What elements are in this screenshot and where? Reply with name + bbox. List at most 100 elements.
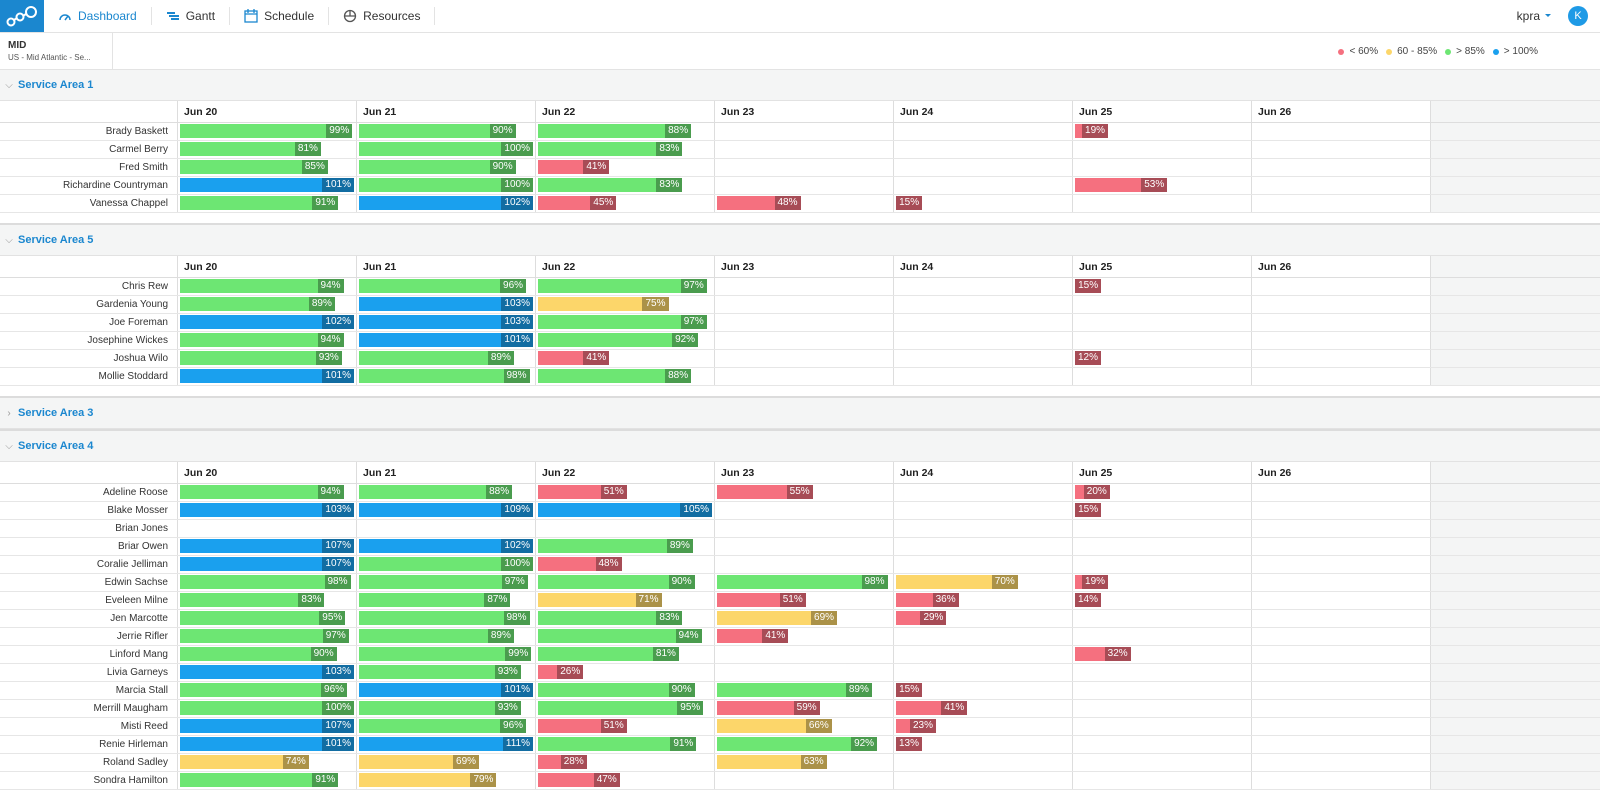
utilization-bar[interactable]: 15%	[1075, 503, 1102, 517]
utilization-bar[interactable]: 101%	[180, 369, 354, 383]
utilization-bar[interactable]: 87%	[359, 593, 511, 607]
region-selector[interactable]: MID US - Mid Atlantic - Se...	[0, 33, 113, 69]
utilization-bar[interactable]: 107%	[180, 719, 354, 733]
utilization-bar[interactable]: 23%	[896, 719, 937, 733]
utilization-bar[interactable]: 100%	[359, 178, 533, 192]
utilization-bar[interactable]: 93%	[359, 665, 521, 679]
utilization-bar[interactable]: 47%	[538, 773, 620, 787]
utilization-bar[interactable]: 99%	[180, 124, 353, 138]
utilization-bar[interactable]: 96%	[359, 719, 527, 733]
utilization-bar[interactable]: 95%	[538, 701, 704, 715]
utilization-bar[interactable]: 69%	[359, 755, 480, 769]
utilization-bar[interactable]: 101%	[180, 737, 354, 751]
utilization-bar[interactable]: 69%	[717, 611, 838, 625]
utilization-bar[interactable]: 81%	[538, 647, 679, 661]
utilization-bar[interactable]: 51%	[717, 593, 806, 607]
utilization-bar[interactable]: 15%	[1075, 279, 1102, 293]
utilization-bar[interactable]: 98%	[359, 611, 530, 625]
utilization-bar[interactable]: 70%	[896, 575, 1018, 589]
utilization-bar[interactable]: 14%	[1075, 593, 1102, 607]
utilization-bar[interactable]: 45%	[538, 196, 617, 210]
utilization-bar[interactable]: 96%	[180, 683, 348, 697]
group-header[interactable]: ⌵ Service Area 4	[0, 431, 1600, 462]
utilization-bar[interactable]: 90%	[180, 647, 337, 661]
utilization-bar[interactable]: 29%	[896, 611, 947, 625]
utilization-bar[interactable]: 55%	[717, 485, 813, 499]
utilization-bar[interactable]: 94%	[180, 485, 344, 499]
utilization-bar[interactable]: 94%	[180, 279, 344, 293]
utilization-bar[interactable]: 109%	[359, 503, 533, 517]
logo[interactable]	[0, 0, 44, 32]
utilization-bar[interactable]: 92%	[538, 333, 699, 347]
utilization-bar[interactable]: 95%	[180, 611, 346, 625]
utilization-bar[interactable]: 107%	[180, 557, 354, 571]
utilization-bar[interactable]: 102%	[180, 315, 354, 329]
utilization-bar[interactable]: 79%	[359, 773, 497, 787]
utilization-bar[interactable]: 98%	[717, 575, 888, 589]
utilization-bar[interactable]: 107%	[180, 539, 354, 553]
utilization-bar[interactable]: 90%	[359, 124, 516, 138]
utilization-bar[interactable]: 13%	[896, 737, 923, 751]
utilization-bar[interactable]: 83%	[538, 142, 683, 156]
nav-dashboard[interactable]: Dashboard	[44, 7, 152, 25]
utilization-bar[interactable]: 41%	[538, 351, 610, 365]
group-header[interactable]: ⌵ Service Area 1	[0, 70, 1600, 101]
utilization-bar[interactable]: 41%	[896, 701, 968, 715]
utilization-bar[interactable]: 74%	[180, 755, 309, 769]
utilization-bar[interactable]: 103%	[359, 315, 533, 329]
utilization-bar[interactable]: 100%	[359, 557, 533, 571]
utilization-bar[interactable]: 19%	[1075, 124, 1109, 138]
utilization-bar[interactable]: 28%	[538, 755, 587, 769]
utilization-bar[interactable]: 81%	[180, 142, 321, 156]
utilization-bar[interactable]: 101%	[359, 683, 533, 697]
utilization-bar[interactable]: 26%	[538, 665, 584, 679]
utilization-bar[interactable]: 94%	[538, 629, 702, 643]
utilization-bar[interactable]: 98%	[180, 575, 351, 589]
utilization-bar[interactable]: 89%	[180, 297, 335, 311]
nav-gantt[interactable]: Gantt	[152, 7, 231, 25]
utilization-bar[interactable]: 100%	[180, 701, 354, 715]
utilization-bar[interactable]: 48%	[538, 557, 622, 571]
utilization-bar[interactable]: 71%	[538, 593, 662, 607]
utilization-bar[interactable]: 97%	[180, 629, 349, 643]
utilization-bar[interactable]: 85%	[180, 160, 328, 174]
utilization-bar[interactable]: 88%	[538, 369, 692, 383]
utilization-bar[interactable]: 91%	[538, 737, 697, 751]
utilization-bar[interactable]: 41%	[717, 629, 789, 643]
utilization-bar[interactable]: 41%	[538, 160, 610, 174]
utilization-bar[interactable]: 91%	[180, 773, 339, 787]
utilization-bar[interactable]: 93%	[359, 701, 521, 715]
utilization-bar[interactable]: 99%	[359, 647, 532, 661]
group-header[interactable]: ⌵ Service Area 5	[0, 225, 1600, 256]
utilization-bar[interactable]: 59%	[717, 701, 820, 715]
utilization-bar[interactable]: 63%	[717, 755, 827, 769]
utilization-bar[interactable]: 89%	[359, 629, 514, 643]
utilization-bar[interactable]: 102%	[359, 539, 533, 553]
utilization-bar[interactable]: 32%	[1075, 647, 1131, 661]
utilization-bar[interactable]: 101%	[180, 178, 354, 192]
utilization-bar[interactable]: 66%	[717, 719, 832, 733]
utilization-bar[interactable]: 53%	[1075, 178, 1168, 192]
utilization-bar[interactable]: 97%	[538, 315, 707, 329]
group-header[interactable]: › Service Area 3	[0, 398, 1600, 429]
nav-schedule[interactable]: Schedule	[230, 7, 330, 25]
utilization-bar[interactable]: 83%	[538, 178, 683, 192]
utilization-bar[interactable]: 48%	[717, 196, 801, 210]
utilization-bar[interactable]: 15%	[896, 196, 923, 210]
utilization-bar[interactable]: 91%	[180, 196, 339, 210]
utilization-bar[interactable]: 102%	[359, 196, 533, 210]
utilization-bar[interactable]: 98%	[359, 369, 530, 383]
nav-resources[interactable]: Resources	[329, 7, 436, 25]
utilization-bar[interactable]: 105%	[538, 503, 712, 517]
utilization-bar[interactable]: 111%	[359, 737, 533, 751]
utilization-bar[interactable]: 89%	[717, 683, 872, 697]
utilization-bar[interactable]: 88%	[538, 124, 692, 138]
utilization-bar[interactable]: 97%	[538, 279, 707, 293]
utilization-bar[interactable]: 19%	[1075, 575, 1109, 589]
utilization-bar[interactable]: 90%	[359, 160, 516, 174]
utilization-bar[interactable]: 103%	[180, 503, 354, 517]
utilization-bar[interactable]: 97%	[359, 575, 528, 589]
utilization-bar[interactable]: 96%	[359, 279, 527, 293]
utilization-bar[interactable]: 90%	[538, 575, 695, 589]
utilization-bar[interactable]: 36%	[896, 593, 959, 607]
